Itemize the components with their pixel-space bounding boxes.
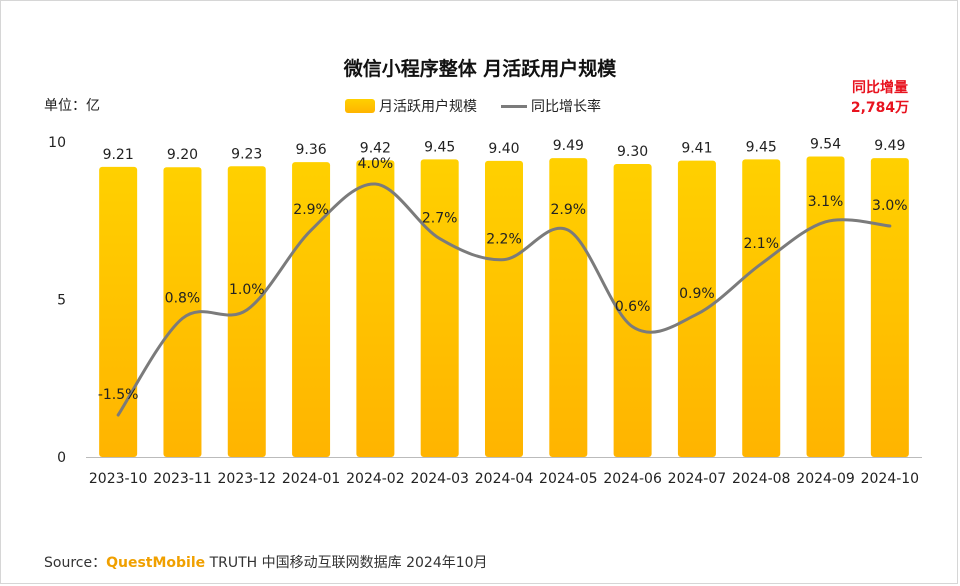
growth-rate-label: 2.1% (743, 236, 779, 252)
x-tick-label: 2024-04 (475, 471, 534, 487)
bar-value-label: 9.41 (681, 141, 712, 157)
bar (163, 167, 202, 457)
legend-line-label: 同比增长率 (531, 99, 601, 115)
x-tick-label: 2023-10 (89, 471, 148, 487)
bar-value-label: 9.40 (488, 141, 519, 157)
growth-rate-label: 2.2% (486, 232, 522, 248)
growth-rate-label: 2.9% (551, 202, 587, 218)
source-note: Source：QuestMobile TRUTH 中国移动互联网数据库 2024… (44, 552, 488, 572)
y-tick-label: 5 (57, 293, 66, 309)
x-tick-label: 2023-11 (153, 471, 212, 487)
bar-value-label: 9.20 (167, 147, 198, 163)
yoy-increment-value: 2,784万 (850, 100, 910, 116)
growth-rate-label: 0.9% (679, 286, 715, 302)
x-tick-label: 2024-01 (282, 471, 341, 487)
bar (742, 159, 781, 457)
bar-value-label: 9.30 (617, 144, 648, 160)
bar-value-label: 9.42 (360, 140, 391, 156)
bar (292, 162, 331, 457)
bar (420, 159, 459, 457)
growth-rate-line (116, 182, 892, 417)
bar-value-label: 9.49 (874, 138, 905, 154)
growth-rate-label: -1.5% (98, 387, 139, 403)
bar (806, 156, 845, 458)
yoy-increment-title: 同比增量 (852, 80, 908, 96)
x-tick-label: 2024-08 (732, 471, 791, 487)
unit-label: 单位：亿 (44, 98, 100, 114)
growth-rate-label: 3.1% (808, 194, 844, 210)
bar (356, 160, 395, 457)
x-tick-label: 2024-07 (668, 471, 727, 487)
bar (870, 158, 909, 457)
growth-rate-label: 3.0% (872, 198, 908, 214)
x-tick-label: 2023-12 (218, 471, 277, 487)
bar-value-label: 9.23 (231, 146, 262, 162)
x-tick-label: 2024-05 (539, 471, 598, 487)
growth-rate-label: 4.0% (358, 156, 394, 172)
bar-value-label: 9.45 (746, 139, 777, 155)
y-tick-label: 0 (57, 450, 66, 466)
x-tick-label: 2024-02 (346, 471, 405, 487)
bar-value-label: 9.54 (810, 136, 841, 152)
growth-rate-label: 0.8% (165, 290, 201, 306)
x-tick-label: 2024-06 (603, 471, 662, 487)
legend-bar-label: 月活跃用户规模 (379, 99, 477, 115)
y-tick-label: 10 (48, 135, 66, 151)
growth-rate-label: 2.7% (422, 211, 458, 227)
yoy-increment-note: 同比增量 2,784万 (830, 78, 930, 118)
bar (549, 158, 588, 457)
bar-value-label: 9.36 (295, 142, 326, 158)
x-tick-label: 2024-10 (861, 471, 920, 487)
source-prefix: Source： (44, 555, 107, 571)
source-brand: QuestMobile (106, 555, 206, 571)
source-rest: TRUTH 中国移动互联网数据库 2024年10月 (205, 555, 488, 571)
x-tick-label: 2024-09 (796, 471, 855, 487)
legend-line-swatch (501, 104, 527, 108)
x-tick-label: 2024-03 (410, 471, 469, 487)
legend: 月活跃用户规模 同比增长率 (345, 96, 601, 116)
bar (613, 164, 652, 458)
bar-value-label: 9.45 (424, 139, 455, 155)
bar (677, 160, 716, 457)
chart-title: 微信小程序整体 月活跃用户规模 (343, 58, 617, 80)
bar (99, 166, 138, 457)
growth-rate-label: 1.0% (229, 282, 265, 298)
bar-value-label: 9.49 (553, 138, 584, 154)
bar-value-label: 9.21 (103, 147, 134, 163)
growth-rate-label: 0.6% (615, 299, 651, 315)
growth-rate-label: 2.9% (293, 202, 329, 218)
bar (485, 160, 523, 457)
legend-bar-swatch (345, 99, 375, 113)
